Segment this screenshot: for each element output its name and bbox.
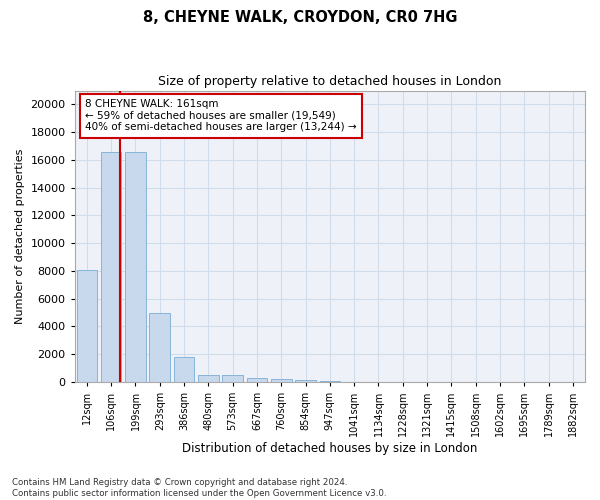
Bar (198, 376, 218, 382)
Text: 8, CHEYNE WALK, CROYDON, CR0 7HG: 8, CHEYNE WALK, CROYDON, CR0 7HG (143, 10, 457, 25)
Bar (77, 270, 97, 382)
Y-axis label: Number of detached properties: Number of detached properties (15, 148, 25, 324)
Bar (125, 152, 146, 382)
Title: Size of property relative to detached houses in London: Size of property relative to detached ho… (158, 75, 502, 88)
Bar (271, 380, 292, 382)
Text: 8 CHEYNE WALK: 161sqm
← 59% of detached houses are smaller (19,549)
40% of semi-: 8 CHEYNE WALK: 161sqm ← 59% of detached … (85, 100, 356, 132)
Bar (101, 152, 121, 382)
Text: Contains HM Land Registry data © Crown copyright and database right 2024.
Contai: Contains HM Land Registry data © Crown c… (12, 478, 386, 498)
Bar (247, 378, 267, 382)
Bar (223, 376, 243, 382)
Bar (295, 380, 316, 382)
Bar (174, 357, 194, 382)
X-axis label: Distribution of detached houses by size in London: Distribution of detached houses by size … (182, 442, 478, 455)
Bar (320, 381, 340, 382)
Bar (149, 312, 170, 382)
